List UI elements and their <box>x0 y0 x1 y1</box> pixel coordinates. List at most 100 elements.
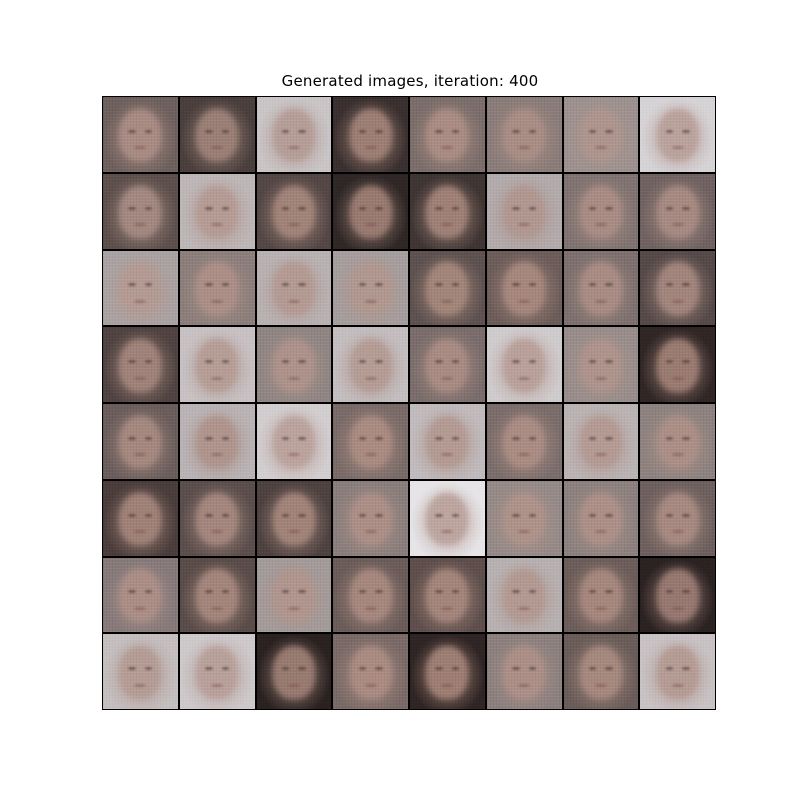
generated-image-tile <box>256 557 332 633</box>
face-blob <box>426 262 469 315</box>
pixel-noise-overlay <box>563 557 639 633</box>
generated-image-tile <box>179 404 255 479</box>
pixel-noise-overlay <box>103 173 178 249</box>
eye-left <box>205 513 213 517</box>
eye-left <box>512 667 520 671</box>
pixel-noise-overlay <box>486 634 562 709</box>
eye-right <box>605 513 613 517</box>
face-blob <box>272 415 315 469</box>
pixel-noise-overlay <box>256 97 332 172</box>
mouth <box>134 223 147 227</box>
eye-left <box>665 283 674 287</box>
eye-right <box>528 667 537 671</box>
eye-right <box>682 283 690 287</box>
generated-image-tile <box>410 250 485 326</box>
face-blob <box>579 262 622 315</box>
generated-image-tile <box>640 404 715 479</box>
eye-right <box>144 436 153 440</box>
face-blob <box>579 415 622 469</box>
eye-left <box>281 436 290 440</box>
generated-image-tile <box>486 97 562 172</box>
eye-left <box>358 513 367 517</box>
pixel-noise-overlay <box>640 97 715 172</box>
face-blob <box>119 569 162 622</box>
face-blob <box>272 492 315 546</box>
pixel-noise-overlay <box>179 404 255 479</box>
mouth <box>134 683 147 687</box>
pixel-noise-overlay <box>256 404 332 479</box>
mouth <box>287 606 300 610</box>
eye-right <box>451 590 460 594</box>
mouth <box>518 146 531 150</box>
eye-right <box>451 283 460 287</box>
face-blob <box>426 339 469 392</box>
mouth <box>518 683 531 687</box>
mouth <box>671 683 684 687</box>
generated-image-tile <box>333 250 408 326</box>
mouth <box>441 376 454 380</box>
face-blob <box>196 492 239 546</box>
mouth <box>211 530 224 534</box>
pixel-noise-overlay <box>179 480 255 556</box>
face-blob <box>579 339 622 392</box>
mouth <box>671 146 684 150</box>
eye-left <box>205 129 213 133</box>
face-blob <box>579 185 622 239</box>
eye-left <box>358 667 367 671</box>
mouth <box>211 223 224 227</box>
pixel-noise-overlay <box>256 634 332 709</box>
face-blob <box>196 339 239 392</box>
pixel-noise-overlay <box>563 634 639 709</box>
eye-left <box>588 360 597 364</box>
face-blob <box>503 262 546 315</box>
face-blob <box>272 262 315 315</box>
face-blob <box>656 569 699 622</box>
eye-left <box>128 513 136 517</box>
face-blob <box>119 492 162 546</box>
eye-right <box>451 513 460 517</box>
eye-left <box>512 436 520 440</box>
face-blob <box>656 646 699 699</box>
mouth <box>671 606 684 610</box>
face-blob <box>503 646 546 699</box>
mouth <box>364 606 377 610</box>
pixel-noise-overlay <box>103 250 178 326</box>
eye-right <box>528 206 537 210</box>
eye-right <box>375 360 383 364</box>
mouth <box>671 530 684 534</box>
generated-image-tile <box>563 557 639 633</box>
face-blob <box>196 262 239 315</box>
generated-image-tile <box>410 557 485 633</box>
eye-right <box>298 436 306 440</box>
mouth <box>364 299 377 303</box>
eye-right <box>221 283 230 287</box>
eye-right <box>298 129 306 133</box>
pixel-noise-overlay <box>563 97 639 172</box>
mouth <box>134 299 147 303</box>
pixel-noise-overlay <box>486 250 562 326</box>
pixel-noise-overlay <box>410 404 485 479</box>
face-blob <box>426 108 469 162</box>
eye-right <box>605 283 613 287</box>
eye-right <box>528 590 537 594</box>
mouth <box>594 453 607 457</box>
eye-right <box>375 283 383 287</box>
eye-left <box>435 513 443 517</box>
mouth <box>441 223 454 227</box>
pixel-noise-overlay <box>640 173 715 249</box>
eye-left <box>281 360 290 364</box>
pixel-noise-overlay <box>486 173 562 249</box>
mouth <box>134 146 147 150</box>
face-blob <box>272 185 315 239</box>
face-blob <box>503 339 546 392</box>
eye-right <box>375 667 383 671</box>
image-grid-frame <box>102 96 716 710</box>
face-blob <box>503 569 546 622</box>
eye-right <box>298 206 306 210</box>
eye-right <box>221 513 230 517</box>
eye-right <box>605 590 613 594</box>
face-blob <box>119 262 162 315</box>
generated-image-tile <box>103 327 178 402</box>
eye-right <box>221 590 230 594</box>
eye-left <box>205 360 213 364</box>
